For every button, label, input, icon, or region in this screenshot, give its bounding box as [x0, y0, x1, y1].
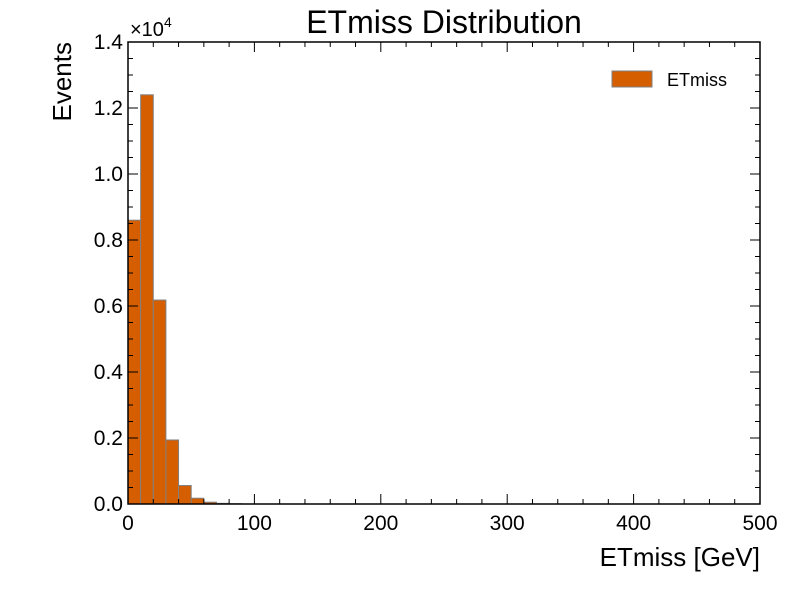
histogram-bar [140, 94, 154, 505]
y-tick-labels: 0.0 0.2 0.4 0.6 0.8 1.0 1.2 1.4 [94, 31, 124, 516]
x-tick-label: 400 [616, 512, 651, 535]
axis-ticks [127, 41, 761, 505]
y-tick-label: 1.0 [94, 163, 123, 186]
y-tick-label: 0.0 [94, 493, 123, 516]
chart-title: ETmiss Distribution [306, 4, 582, 40]
y-tick-label: 0.2 [94, 427, 123, 450]
y-multiplier-exponent: 4 [164, 14, 172, 30]
x-tick-label: 100 [237, 512, 272, 535]
y-tick-label: 0.4 [94, 361, 124, 384]
y-multiplier-base: ×10 [130, 19, 164, 41]
x-tick-label: 200 [363, 512, 398, 535]
y-axis-label: Events [47, 42, 77, 122]
histogram-bar [127, 219, 142, 505]
y-tick-label: 0.6 [94, 295, 123, 318]
x-tick-label: 0 [122, 512, 134, 535]
x-tick-label: 300 [490, 512, 525, 535]
legend-label: ETmiss [667, 70, 727, 90]
y-tick-label: 1.2 [94, 97, 123, 120]
histogram-bar [152, 299, 167, 505]
legend-swatch [611, 70, 653, 88]
x-tick-label: 500 [742, 512, 777, 535]
y-tick-label: 1.4 [94, 31, 124, 54]
x-axis-label: ETmiss [GeV] [600, 542, 760, 572]
y-tick-label: 0.8 [94, 229, 123, 252]
histogram-bar [165, 439, 180, 505]
histogram-bars [127, 94, 243, 505]
histogram-bar [190, 497, 205, 505]
legend: ETmiss [611, 70, 727, 90]
y-multiplier-label: ×104 [130, 14, 172, 41]
histogram-bar [178, 485, 192, 505]
plot-frame [127, 41, 761, 505]
x-tick-labels: 0 100 200 300 400 500 [122, 512, 777, 535]
